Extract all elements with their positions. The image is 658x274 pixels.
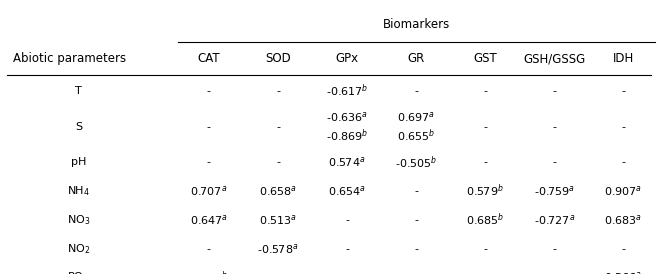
- Text: -: -: [621, 86, 626, 96]
- Text: -0.505$^{b}$: -0.505$^{b}$: [395, 154, 438, 171]
- Text: -: -: [345, 272, 349, 274]
- Text: SOD: SOD: [265, 52, 291, 65]
- Text: GPx: GPx: [336, 52, 359, 65]
- Text: pH: pH: [71, 157, 86, 167]
- Text: -: -: [483, 122, 488, 132]
- Text: -: -: [621, 244, 626, 254]
- Text: Biomarkers: Biomarkers: [382, 18, 450, 31]
- Text: -: -: [207, 157, 211, 167]
- Text: 0.579$^{b}$: 0.579$^{b}$: [467, 183, 504, 199]
- Text: 0.907$^{a}$: 0.907$^{a}$: [604, 184, 643, 198]
- Text: -: -: [414, 186, 418, 196]
- Text: -: -: [276, 157, 280, 167]
- Text: 0.601$^{b}$: 0.601$^{b}$: [190, 269, 228, 274]
- Text: -0.727$^{a}$: -0.727$^{a}$: [534, 213, 575, 227]
- Text: 0.697$^{a}$: 0.697$^{a}$: [397, 110, 436, 124]
- Text: S: S: [75, 122, 82, 132]
- Text: -0.869$^{b}$: -0.869$^{b}$: [326, 128, 368, 144]
- Text: -: -: [207, 122, 211, 132]
- Text: 0.513$^{a}$: 0.513$^{a}$: [259, 213, 297, 227]
- Text: 0.647$^{a}$: 0.647$^{a}$: [190, 213, 228, 227]
- Text: T: T: [75, 86, 82, 96]
- Text: -0.578$^{a}$: -0.578$^{a}$: [257, 242, 299, 256]
- Text: -: -: [414, 215, 418, 225]
- Text: -: -: [483, 157, 488, 167]
- Text: -: -: [345, 215, 349, 225]
- Text: 0.655$^{b}$: 0.655$^{b}$: [397, 128, 436, 144]
- Text: -: -: [552, 272, 557, 274]
- Text: -: -: [345, 244, 349, 254]
- Text: NO$_3$: NO$_3$: [66, 213, 90, 227]
- Text: 0.654$^{a}$: 0.654$^{a}$: [328, 184, 367, 198]
- Text: 0.574$^{a}$: 0.574$^{a}$: [328, 155, 366, 169]
- Text: -0.617$^{b}$: -0.617$^{b}$: [326, 83, 368, 99]
- Text: -: -: [483, 272, 488, 274]
- Text: -: -: [414, 86, 418, 96]
- Text: -: -: [552, 122, 557, 132]
- Text: -: -: [552, 244, 557, 254]
- Text: -: -: [483, 86, 488, 96]
- Text: IDH: IDH: [613, 52, 634, 65]
- Text: -0.759$^{a}$: -0.759$^{a}$: [534, 184, 574, 198]
- Text: PO$_4$: PO$_4$: [67, 270, 89, 274]
- Text: -: -: [414, 244, 418, 254]
- Text: -: -: [621, 157, 626, 167]
- Text: GR: GR: [407, 52, 425, 65]
- Text: CAT: CAT: [197, 52, 220, 65]
- Text: 0.707$^{a}$: 0.707$^{a}$: [190, 184, 228, 198]
- Text: NH$_4$: NH$_4$: [67, 184, 90, 198]
- Text: NO$_2$: NO$_2$: [67, 242, 90, 256]
- Text: -: -: [207, 86, 211, 96]
- Text: -: -: [621, 122, 626, 132]
- Text: 0.658$^{a}$: 0.658$^{a}$: [259, 184, 297, 198]
- Text: -: -: [207, 244, 211, 254]
- Text: -: -: [552, 157, 557, 167]
- Text: 0.683$^{a}$: 0.683$^{a}$: [604, 213, 643, 227]
- Text: -: -: [552, 86, 557, 96]
- Text: 0.566$^{a}$: 0.566$^{a}$: [604, 270, 643, 274]
- Text: GSH/GSSG: GSH/GSSG: [523, 52, 586, 65]
- Text: -0.636$^{a}$: -0.636$^{a}$: [326, 110, 368, 124]
- Text: -: -: [414, 272, 418, 274]
- Text: Abiotic parameters: Abiotic parameters: [13, 52, 126, 65]
- Text: -: -: [276, 272, 280, 274]
- Text: 0.685$^{b}$: 0.685$^{b}$: [466, 212, 505, 228]
- Text: -: -: [483, 244, 488, 254]
- Text: -: -: [276, 122, 280, 132]
- Text: -: -: [276, 86, 280, 96]
- Text: GST: GST: [473, 52, 497, 65]
